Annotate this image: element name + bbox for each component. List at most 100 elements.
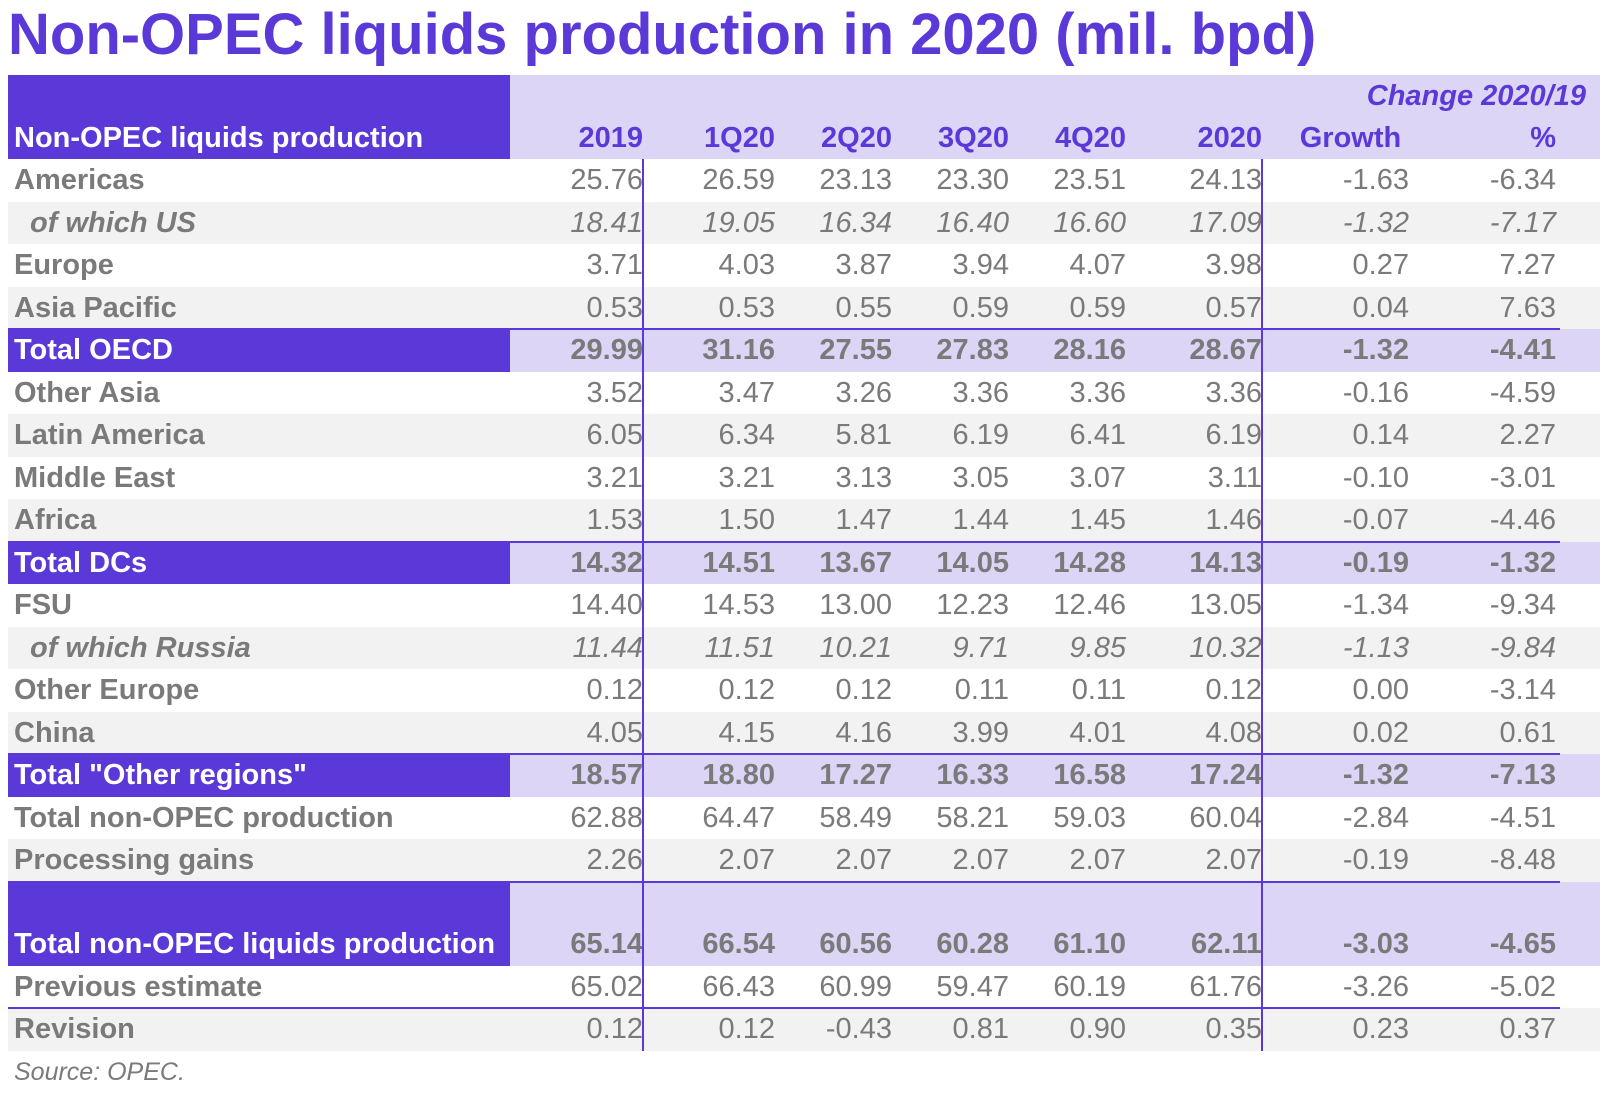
row-label: Previous estimate [14, 970, 263, 1003]
data-cell: 62.88 [570, 801, 643, 834]
data-cell: 18.80 [702, 759, 775, 791]
data-cell: 12.23 [936, 589, 1009, 621]
data-cell: -7.13 [1489, 759, 1556, 791]
data-cell: -1.32 [1342, 334, 1409, 366]
row-label: Revision [14, 1013, 135, 1045]
column-header-2020: 2020 [1197, 121, 1262, 154]
data-cell: 0.35 [1205, 1013, 1262, 1045]
row-divider [8, 880, 1560, 883]
data-cell: 16.33 [936, 759, 1009, 791]
data-cell: -1.32 [1489, 546, 1556, 579]
data-cell: 0.12 [718, 1013, 775, 1045]
table-row: Total DCs 14.32 14.51 13.67 14.05 14.28 14.13 -… [8, 541, 1600, 584]
production-table: Non-OPEC liquids production Change 2020/… [8, 75, 1600, 1051]
data-cell: -1.32 [1342, 206, 1409, 239]
data-cell: 3.71 [586, 249, 643, 281]
data-cell: 9.85 [1069, 631, 1126, 664]
data-cell: 24.13 [1189, 164, 1262, 196]
data-cell: 14.28 [1053, 546, 1126, 579]
data-cell: 14.05 [936, 546, 1009, 579]
table-row: Americas 25.76 26.59 23.13 23.30 23.51 24.13 -1… [8, 159, 1600, 202]
data-cell: 25.76 [570, 164, 643, 196]
data-cell: 0.59 [1069, 291, 1126, 324]
data-cell: 3.36 [952, 376, 1009, 409]
data-cell: 16.40 [936, 206, 1009, 239]
data-cell: 17.09 [1189, 206, 1262, 239]
data-cell: 1.45 [1069, 504, 1126, 536]
column-header-2q20: 2Q20 [821, 121, 892, 154]
data-cell: 3.36 [1069, 376, 1126, 409]
data-cell: 0.02 [1352, 716, 1409, 749]
data-cell: 1.44 [952, 504, 1009, 536]
data-cell: -5.02 [1489, 970, 1556, 1003]
row-label: Other Asia [14, 376, 160, 409]
data-cell: 18.57 [570, 759, 643, 791]
column-header-1q20: 1Q20 [704, 121, 775, 154]
data-cell: 59.03 [1053, 801, 1126, 834]
data-cell: 13.67 [819, 546, 892, 579]
data-cell: 3.52 [586, 376, 643, 409]
table-row: of which US 18.41 19.05 16.34 16.40 16.60 17.0… [8, 201, 1600, 244]
data-cell: 0.61 [1499, 716, 1556, 749]
data-cell: 58.49 [819, 801, 892, 834]
row-label: Middle East [14, 461, 176, 494]
table-row: Processing gains 2.26 2.07 2.07 2.07 2.07 2.07… [8, 839, 1600, 882]
data-cell: 0.27 [1352, 249, 1409, 281]
data-cell: 0.12 [835, 674, 892, 706]
row-label: of which Russia [30, 631, 251, 664]
data-cell: 3.47 [718, 376, 775, 409]
data-cell: 16.58 [1053, 759, 1126, 791]
data-cell: 2.07 [835, 844, 892, 876]
data-cell: -9.84 [1489, 631, 1556, 664]
table-row: Revision 0.12 0.12 -0.43 0.81 0.90 0.35 0.23 0.3… [8, 1008, 1600, 1051]
data-cell: 28.16 [1053, 334, 1126, 366]
data-cell: 17.24 [1189, 759, 1262, 791]
data-cell: 1.47 [835, 504, 892, 536]
row-label: Total "Other regions" [8, 754, 510, 797]
data-cell: 3.87 [835, 249, 892, 281]
data-cell: 23.13 [819, 164, 892, 196]
data-cell: 3.21 [586, 461, 643, 494]
table-header: Non-OPEC liquids production Change 2020/… [8, 75, 1600, 159]
data-cell: 0.59 [952, 291, 1009, 324]
data-cell: 0.55 [835, 291, 892, 324]
data-cell: 23.30 [936, 164, 1009, 196]
data-cell: 27.83 [936, 334, 1009, 366]
row-label: Total OECD [8, 329, 510, 372]
data-cell: 3.36 [1205, 376, 1262, 409]
data-cell: 3.99 [952, 716, 1009, 749]
data-cell: -9.34 [1489, 589, 1556, 621]
data-cell: 60.99 [819, 970, 892, 1003]
data-cell: 3.26 [835, 376, 892, 409]
table-row: Asia Pacific 0.53 0.53 0.55 0.59 0.59 0.57 0.04… [8, 286, 1600, 329]
table-row: Total non-OPEC liquids production 65.14 66… [8, 881, 1600, 966]
table-row: Other Asia 3.52 3.47 3.26 3.36 3.36 3.36 -0.16 -… [8, 372, 1600, 415]
data-cell: 18.41 [570, 206, 643, 239]
table-row: Total OECD 29.99 31.16 27.55 27.83 28.16 28.67… [8, 329, 1600, 372]
row-divider [8, 753, 1560, 755]
data-cell: 0.11 [1071, 674, 1126, 706]
data-cell: 1.46 [1205, 504, 1262, 536]
data-cell: 5.81 [835, 419, 892, 451]
data-cell: 27.55 [819, 334, 892, 366]
data-cell: 0.23 [1352, 1013, 1409, 1045]
data-cell: 2.07 [1069, 844, 1126, 876]
data-cell: 6.41 [1069, 419, 1126, 451]
data-cell: 65.02 [570, 970, 643, 1003]
row-label: Europe [14, 249, 114, 281]
data-cell: 64.47 [702, 801, 775, 834]
row-label: Total DCs [8, 541, 510, 584]
data-cell: 11.51 [704, 631, 775, 664]
change-label: Change 2020/19 [1366, 80, 1586, 112]
data-cell: 1.50 [718, 504, 775, 536]
data-cell: -2.84 [1342, 801, 1409, 834]
column-header-growth: Growth [1299, 121, 1402, 154]
data-cell: 61.76 [1189, 970, 1262, 1003]
data-cell: 0.12 [586, 1013, 643, 1045]
header-label: Non-OPEC liquids production [8, 75, 510, 159]
data-cell: 2.07 [952, 844, 1009, 876]
data-cell: 14.53 [702, 589, 775, 621]
data-cell: -3.03 [1342, 928, 1409, 960]
data-cell: 0.57 [1205, 291, 1262, 324]
data-cell: 3.94 [952, 249, 1009, 281]
